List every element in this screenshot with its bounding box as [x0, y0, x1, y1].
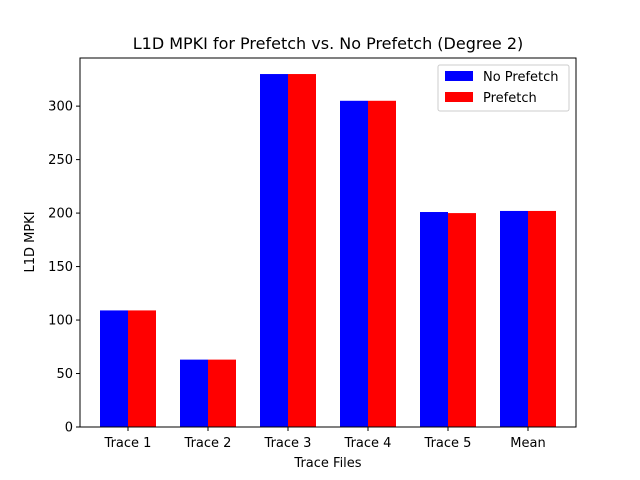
chart-title: L1D MPKI for Prefetch vs. No Prefetch (D…: [133, 34, 524, 53]
bars-group: [100, 74, 556, 428]
y-tick-label: 150: [48, 260, 73, 275]
legend-label: No Prefetch: [483, 70, 559, 85]
y-tick-label: 50: [56, 367, 73, 382]
x-axis-ticks: Trace 1 Trace 2 Trace 3 Trace 4 Trace 5 Mean: [104, 427, 546, 451]
y-tick-label: 0: [65, 421, 73, 436]
bar-no-prefetch-4: [420, 212, 448, 427]
x-tick-label: Trace 3: [264, 436, 312, 451]
bar-no-prefetch-2: [260, 74, 288, 427]
bar-prefetch-1: [208, 359, 236, 427]
bar-no-prefetch-0: [100, 310, 128, 427]
legend-swatch-no-prefetch: [445, 71, 473, 81]
bar-no-prefetch-3: [340, 100, 368, 428]
y-tick-label: 100: [48, 314, 73, 329]
x-tick-label: Trace 4: [344, 436, 392, 451]
y-tick-label: 300: [48, 100, 73, 115]
legend: No Prefetch Prefetch: [437, 64, 570, 112]
y-tick-label: 250: [48, 153, 73, 168]
bar-prefetch-0: [128, 310, 156, 427]
x-tick-label: Trace 1: [104, 436, 152, 451]
legend-swatch-prefetch: [445, 92, 473, 102]
bar-prefetch-5: [528, 210, 556, 427]
y-tick-label: 200: [48, 207, 73, 222]
legend-label: Prefetch: [483, 91, 537, 106]
bar-prefetch-4: [448, 213, 476, 427]
plot-frame: [79, 57, 577, 428]
bar-prefetch-2: [288, 74, 316, 427]
x-axis-label: Trace Files: [293, 456, 361, 471]
bar-prefetch-3: [368, 100, 396, 428]
x-tick-label: Trace 2: [184, 436, 232, 451]
y-axis-ticks: 0 50 100 150 200 250 300: [48, 100, 80, 436]
bar-no-prefetch-5: [500, 210, 528, 427]
y-axis-label: L1D MPKI: [23, 211, 38, 272]
x-tick-label: Mean: [510, 436, 545, 451]
x-tick-label: Trace 5: [424, 436, 472, 451]
bar-no-prefetch-1: [180, 359, 208, 427]
